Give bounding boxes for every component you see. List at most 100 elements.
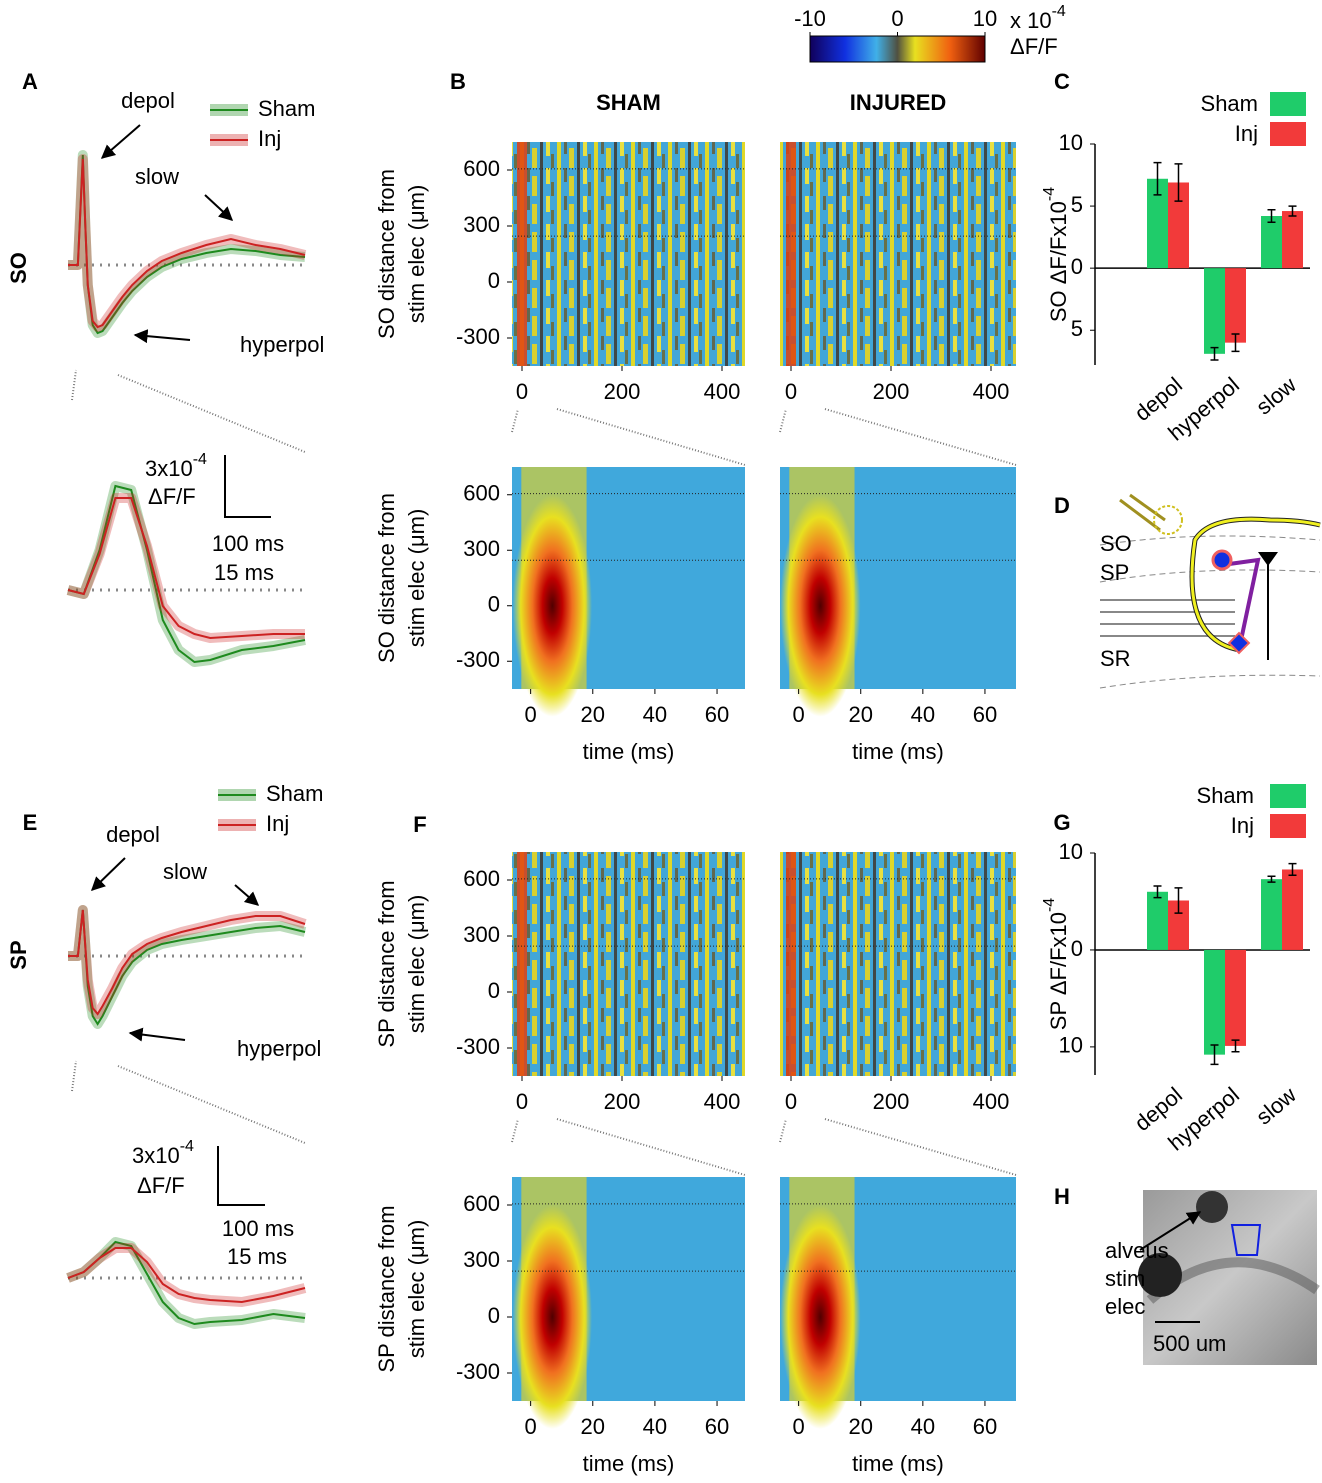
interneuron <box>1221 557 1261 646</box>
y-axis-label: stim elec (μm) <box>404 1220 429 1359</box>
bar <box>1261 879 1282 950</box>
heatmap-stim <box>786 142 796 366</box>
annotation-arrow <box>100 124 141 159</box>
superscript: -4 <box>1052 3 1066 20</box>
panel-label: B <box>450 69 466 94</box>
x-axis-label: time (ms) <box>583 1451 675 1476</box>
annotation-arrow <box>234 884 260 906</box>
y-tick-label: 5 <box>1071 192 1083 217</box>
electrode <box>1119 493 1166 532</box>
terminal <box>1258 552 1278 566</box>
panel-label: F <box>413 812 426 837</box>
scale-label: 3x10-4 <box>132 1138 194 1168</box>
text-part: 3x10 <box>132 1143 180 1168</box>
y-axis-label: SO distance from <box>374 493 399 663</box>
layer-boundary <box>780 1203 1016 1272</box>
x-tick-label: 0 <box>525 702 537 727</box>
x-tick-label: 200 <box>873 1089 910 1114</box>
layer-line <box>1099 569 1321 583</box>
superscript: -4 <box>1041 898 1058 912</box>
y-tick-label: -300 <box>456 647 500 672</box>
arrow <box>1139 1211 1202 1251</box>
x-tick-label: 400 <box>973 379 1010 404</box>
legend-label: Inj <box>258 126 281 151</box>
scale-bar <box>217 1146 265 1206</box>
y-tick-label: 5 <box>1071 316 1083 341</box>
y-tick-label: 0 <box>488 1303 500 1328</box>
stim-ticks <box>779 408 1017 466</box>
superscript: -4 <box>193 451 207 468</box>
heatmap-peak <box>780 1205 861 1429</box>
annotation: hyperpol <box>237 1036 321 1061</box>
y-tick-label: 300 <box>463 212 500 237</box>
scale-label: 15 ms <box>227 1244 287 1269</box>
error-bar <box>1153 161 1162 196</box>
bar <box>1225 268 1246 343</box>
scale-label: 100 ms <box>212 531 284 556</box>
x-tick-label: slow <box>1251 1082 1301 1130</box>
text-part: 3x10 <box>145 456 193 481</box>
x-tick-label: 200 <box>604 379 641 404</box>
panel-label: H <box>1054 1184 1070 1209</box>
panel-label: A <box>22 69 38 94</box>
legend-swatch <box>1270 814 1306 838</box>
bar <box>1204 268 1225 354</box>
heatmap-stim <box>517 142 527 366</box>
legend-label: Sham <box>1201 91 1258 116</box>
trace <box>68 158 306 329</box>
panel-title: INJURED <box>850 90 947 115</box>
x-tick-label: 0 <box>525 1414 537 1439</box>
bar <box>1282 211 1303 269</box>
x-tick-label: 0 <box>793 1414 805 1439</box>
error-bar <box>1288 205 1297 217</box>
image-label: stim <box>1105 1266 1145 1291</box>
x-tick-label: 20 <box>848 702 872 727</box>
annotation: depol <box>106 822 160 847</box>
annotation: slow <box>135 164 179 189</box>
y-tick-label: 600 <box>463 156 500 181</box>
image-label: elec <box>1105 1294 1145 1319</box>
colorbar-label: ΔF/F <box>1010 34 1058 59</box>
image-label: alveus <box>1105 1238 1169 1263</box>
heatmap <box>512 142 745 366</box>
x-tick-label: 40 <box>911 1414 935 1439</box>
error-bar <box>1210 1044 1219 1066</box>
heatmap-stim <box>786 852 796 1076</box>
legend-swatch <box>1270 122 1306 146</box>
panel-label: G <box>1053 810 1070 835</box>
y-tick-label: 10 <box>1059 1033 1083 1058</box>
y-tick-label: 600 <box>463 481 500 506</box>
scale-label: 15 ms <box>214 560 274 585</box>
stim-ticks <box>71 369 306 453</box>
y-tick-label: 300 <box>463 1247 500 1272</box>
layer-boundary <box>780 878 1016 947</box>
x-tick-label: 0 <box>785 1089 797 1114</box>
error-bar <box>1267 209 1276 223</box>
legend-swatch <box>1270 784 1306 808</box>
heatmap <box>512 852 745 1076</box>
superscript: -4 <box>1041 187 1058 201</box>
y-tick-label: 10 <box>1059 130 1083 155</box>
x-axis-label: time (ms) <box>583 739 675 764</box>
annotation-arrow <box>128 1027 186 1042</box>
scale-label: 500 um <box>1153 1331 1226 1356</box>
heatmap-peak <box>512 494 592 717</box>
trace <box>67 1247 306 1304</box>
stim-ticks <box>71 1060 306 1144</box>
trace <box>68 909 306 1016</box>
row-label: SO <box>6 252 31 284</box>
x-tick-label: 60 <box>705 702 729 727</box>
y-axis-label: SO distance from <box>374 169 399 339</box>
error-bar <box>1231 333 1240 353</box>
layer-line <box>1099 535 1321 546</box>
layer-line <box>1099 674 1321 689</box>
layer-label: SP <box>1100 560 1129 585</box>
bar <box>1168 182 1189 269</box>
photo <box>1138 1190 1320 1365</box>
error-bar <box>1231 1039 1240 1053</box>
x-tick-label: 40 <box>643 1414 667 1439</box>
trace-band <box>68 154 307 332</box>
trace <box>67 484 306 664</box>
heatmap-peak <box>780 494 861 717</box>
